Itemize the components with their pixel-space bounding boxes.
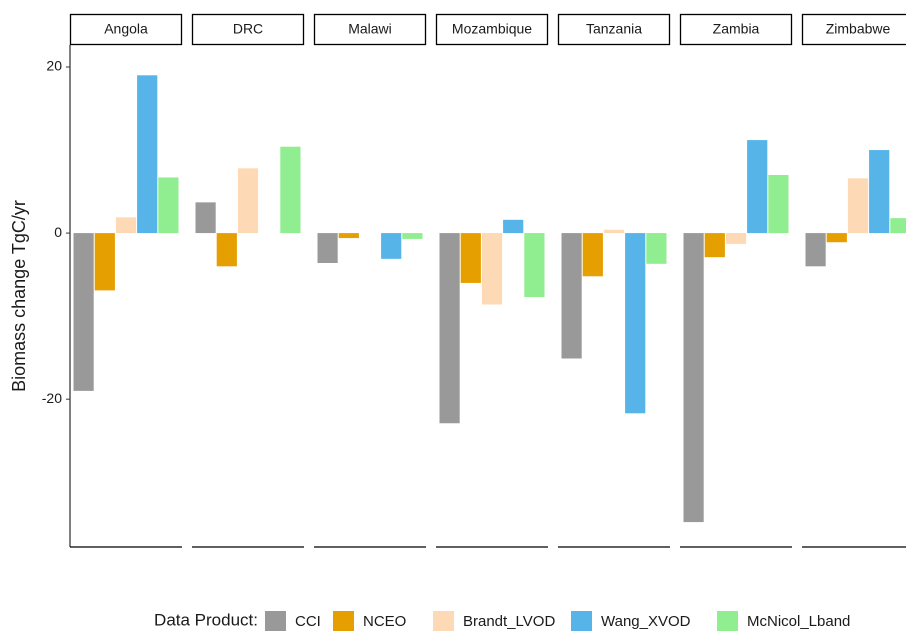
bar: [890, 218, 906, 234]
bar: [317, 233, 338, 263]
bar: [805, 233, 826, 267]
bar: [94, 233, 115, 291]
bar: [503, 219, 524, 234]
legend-label: Brandt_LVOD: [463, 613, 555, 630]
facet-strip: [69, 13, 183, 46]
bar: [195, 202, 216, 234]
bar: [73, 233, 94, 391]
bar: [460, 233, 481, 283]
bar: [216, 233, 237, 267]
facet-label: Angola: [104, 21, 148, 37]
bar: [561, 233, 582, 359]
bar: [704, 233, 725, 258]
bar: [768, 174, 789, 234]
facet-label: DRC: [233, 21, 263, 37]
bar: [847, 178, 869, 234]
legend-swatch: [333, 611, 354, 631]
bar: [582, 233, 603, 277]
y-tick-label: -20: [42, 390, 62, 406]
y-axis-title: Biomass change TgC/yr: [9, 200, 29, 392]
legend-label: CCI: [295, 613, 321, 630]
legend-swatch: [265, 611, 286, 631]
bar: [683, 233, 704, 523]
facet-strip: [313, 13, 427, 46]
legend-swatch: [433, 611, 454, 631]
legend-label: McNicol_Lband: [747, 613, 850, 630]
bar: [158, 177, 179, 234]
facet-label: Tanzania: [586, 21, 642, 37]
legend-label: NCEO: [363, 613, 406, 630]
bar: [439, 233, 460, 424]
bar: [280, 146, 301, 234]
bar: [826, 233, 847, 243]
facet-strip: [801, 13, 906, 46]
facet-strip: [557, 13, 671, 46]
bar: [725, 233, 747, 244]
y-tick-label: 0: [54, 224, 62, 240]
facet-label: Malawi: [348, 21, 392, 37]
bar: [747, 140, 768, 234]
bar: [481, 233, 503, 305]
facet-label: Mozambique: [452, 21, 532, 37]
bar: [237, 168, 259, 234]
bar: [869, 150, 890, 234]
facet-label: Zimbabwe: [826, 21, 891, 37]
bar: [137, 75, 158, 234]
facet-strip: [435, 13, 549, 46]
bar: [603, 229, 625, 234]
bar: [381, 233, 402, 259]
legend-title: Data Product:: [154, 610, 258, 629]
facet-label: Zambia: [713, 21, 760, 37]
bar: [646, 233, 667, 264]
bar: [115, 217, 137, 234]
legend-swatch: [717, 611, 738, 631]
y-tick-label: 20: [46, 58, 62, 74]
bar: [625, 233, 646, 414]
facet-strip: [679, 13, 793, 46]
bar: [338, 233, 359, 239]
bar: [524, 233, 545, 298]
legend-label: Wang_XVOD: [601, 613, 691, 630]
legend-swatch: [571, 611, 592, 631]
facet-strip: [191, 13, 305, 46]
bar: [402, 233, 423, 239]
